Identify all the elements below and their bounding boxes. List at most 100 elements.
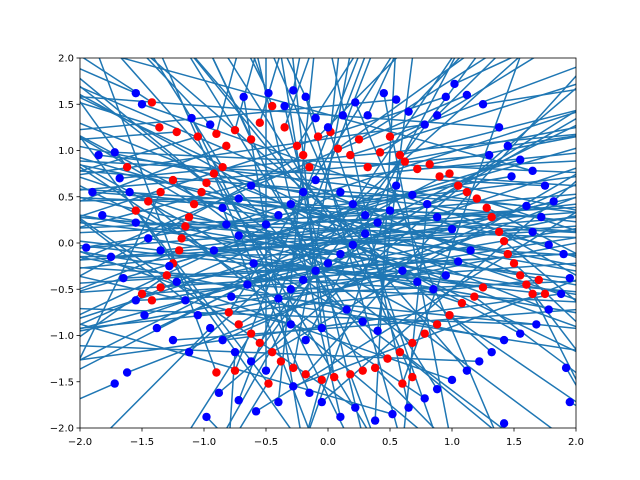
- blue-point-19: [140, 310, 149, 320]
- blue-point-88: [361, 229, 370, 238]
- line-segment-63: [271, 173, 576, 353]
- blue-point-94: [286, 285, 295, 294]
- blue-point-102: [348, 199, 357, 209]
- x-tick-label: −2.0: [68, 437, 92, 448]
- y-tick-label: 2.0: [58, 54, 74, 65]
- red-point-53: [218, 162, 227, 172]
- red-point-79: [470, 292, 479, 301]
- blue-point-84: [561, 363, 571, 373]
- blue-point-61: [532, 320, 541, 329]
- line-segment-87: [80, 240, 546, 295]
- red-point-34: [499, 236, 509, 246]
- blue-point-27: [187, 113, 196, 123]
- blue-point-33: [301, 92, 310, 102]
- blue-point-114: [209, 246, 219, 255]
- red-point-64: [276, 357, 286, 366]
- red-point-55: [144, 197, 153, 206]
- y-tick-label: 1.5: [58, 100, 74, 111]
- line-segment-169: [218, 87, 576, 394]
- x-tick-label: −1.0: [192, 437, 216, 448]
- red-point-38: [522, 280, 531, 289]
- blue-point-125: [408, 190, 417, 200]
- blue-point-124: [392, 181, 401, 190]
- red-point-10: [280, 123, 289, 132]
- blue-point-10: [193, 310, 202, 320]
- red-point-5: [222, 141, 231, 151]
- blue-point-35: [323, 123, 333, 132]
- red-point-22: [395, 150, 405, 160]
- x-tick-label: −1.5: [130, 437, 154, 448]
- blue-point-25: [137, 100, 147, 109]
- line-segment-207: [80, 163, 364, 323]
- blue-point-29: [239, 92, 248, 102]
- blue-point-126: [423, 199, 432, 209]
- line-segment-147: [80, 293, 562, 361]
- blue-point-16: [106, 252, 116, 262]
- blue-point-47: [478, 100, 488, 109]
- blue-point-82: [202, 412, 211, 422]
- x-tick-label: 1.5: [506, 437, 522, 448]
- blue-point-17: [119, 273, 128, 283]
- blue-point-53: [549, 197, 558, 206]
- line-segment-97: [80, 219, 186, 301]
- y-axis: −2.0 −1.5 −1.0 −0.5 0.0 0.5 1.0 1.5 2.0: [50, 54, 80, 435]
- y-tick-label: 0.5: [58, 192, 74, 203]
- red-point-39: [528, 289, 537, 299]
- blue-point-39: [379, 88, 388, 98]
- red-point-85: [408, 372, 417, 382]
- red-point-74: [408, 338, 417, 348]
- blue-point-130: [485, 150, 494, 160]
- plot-area: [80, 58, 576, 428]
- red-point-7: [246, 135, 256, 144]
- line-segment-25: [429, 135, 576, 166]
- red-point-49: [189, 199, 199, 209]
- line-segment-83: [80, 135, 270, 385]
- line-segment-153: [80, 344, 480, 363]
- blue-point-71: [388, 409, 397, 419]
- red-point-37: [516, 271, 525, 280]
- blue-point-21: [168, 335, 178, 345]
- blue-point-1: [110, 148, 119, 157]
- blue-point-62: [516, 329, 525, 338]
- blue-point-116: [243, 280, 252, 289]
- y-tick-label: −2.0: [50, 424, 74, 435]
- blue-point-113: [222, 220, 231, 229]
- blue-point-90: [336, 249, 345, 259]
- line-segment-194: [80, 266, 434, 290]
- line-segment-13: [80, 166, 310, 229]
- line-segment-220: [80, 170, 527, 207]
- line-segment-171: [500, 422, 505, 428]
- red-point-68: [330, 372, 339, 382]
- line-segment-201: [226, 193, 576, 226]
- blue-point-80: [234, 396, 243, 405]
- x-tick-label: 0.5: [382, 437, 398, 448]
- red-point-62: [255, 338, 264, 348]
- blue-point-49: [503, 141, 512, 151]
- red-point-21: [385, 132, 395, 141]
- blue-point-44: [441, 92, 450, 102]
- blue-point-22: [184, 347, 194, 357]
- blue-point-86: [385, 206, 395, 215]
- blue-point-32: [289, 86, 298, 95]
- red-points-layer: [122, 98, 550, 388]
- blue-point-12: [218, 335, 227, 345]
- blue-point-122: [301, 335, 310, 345]
- blue-point-67: [447, 375, 457, 385]
- line-segment-100: [222, 183, 576, 341]
- blue-point-5: [144, 234, 153, 243]
- red-point-23: [400, 157, 410, 166]
- line-segment-67: [307, 379, 323, 428]
- y-tick-label: 1.0: [58, 146, 74, 157]
- blue-point-101: [336, 187, 345, 197]
- line-segment-114: [80, 67, 137, 94]
- blue-point-6: [156, 246, 165, 255]
- line-segment-145: [80, 253, 564, 284]
- blue-point-99: [299, 187, 308, 197]
- line-segment-126: [366, 58, 395, 116]
- blue-point-13: [230, 347, 240, 357]
- red-point-28: [454, 181, 463, 190]
- blue-point-11: [206, 323, 215, 333]
- blue-point-112: [234, 231, 243, 240]
- line-segment-77: [449, 314, 576, 403]
- red-point-36: [509, 259, 519, 268]
